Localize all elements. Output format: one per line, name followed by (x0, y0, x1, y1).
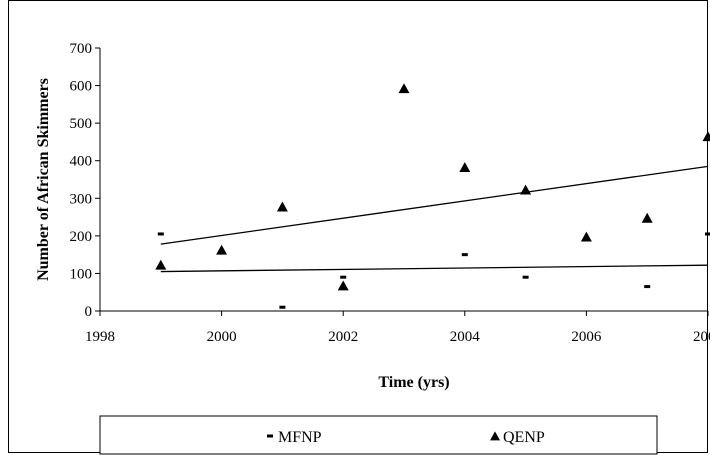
chart-frame (8, 0, 708, 453)
plot-area: 0 100 200 300 400 500 600 700 1998 2000 2002 2004 20… (70, 41, 710, 345)
data-point-mfnp (705, 232, 710, 236)
data-point-mfnp (522, 275, 529, 279)
data-point-mfnp (157, 232, 164, 236)
x-tick-label: 1998 (85, 329, 115, 345)
data-point-mfnp (461, 253, 468, 257)
legend-marker-mfnp (267, 434, 273, 438)
x-tick-label: 2008 (693, 329, 710, 345)
data-point-mfnp (644, 285, 651, 289)
data-point-mfnp (340, 275, 347, 279)
y-tick-label: 0 (85, 304, 93, 320)
data-point-qenp (702, 131, 710, 142)
y-tick-label: 300 (70, 191, 93, 207)
data-point-qenp (216, 244, 228, 255)
x-tick-label: 2004 (450, 329, 481, 345)
legend-box (99, 415, 658, 455)
y-tick-label: 500 (70, 116, 93, 132)
trendline-qenp (160, 165, 709, 245)
data-point-qenp (398, 83, 410, 94)
data-point-qenp (337, 280, 349, 291)
legend-marker-qenp (490, 431, 500, 441)
trendline-mfnp (160, 264, 709, 273)
legend-label-qenp: QENP (503, 429, 545, 446)
x-axis-title: Time (yrs) (378, 374, 449, 391)
legend-label-mfnp: MFNP (278, 429, 322, 446)
y-tick-label: 400 (70, 154, 93, 170)
x-tick-label: 2002 (328, 329, 358, 345)
y-tick-label: 600 (70, 79, 93, 95)
data-point-qenp (520, 184, 532, 195)
data-point-qenp (641, 212, 653, 223)
legend: MFNP QENP (99, 415, 658, 455)
y-tick-label: 100 (70, 266, 93, 282)
x-tick-label: 2000 (207, 329, 237, 345)
data-point-qenp (580, 231, 592, 242)
y-tick-label: 700 (70, 41, 93, 57)
data-point-mfnp (279, 305, 286, 309)
x-tick-label: 2006 (571, 329, 602, 345)
data-point-qenp (276, 201, 288, 212)
y-tick-label: 200 (70, 229, 93, 245)
data-point-qenp (155, 259, 167, 270)
y-axis-title: Number of African Skimmers (35, 78, 52, 281)
data-point-qenp (459, 162, 471, 172)
